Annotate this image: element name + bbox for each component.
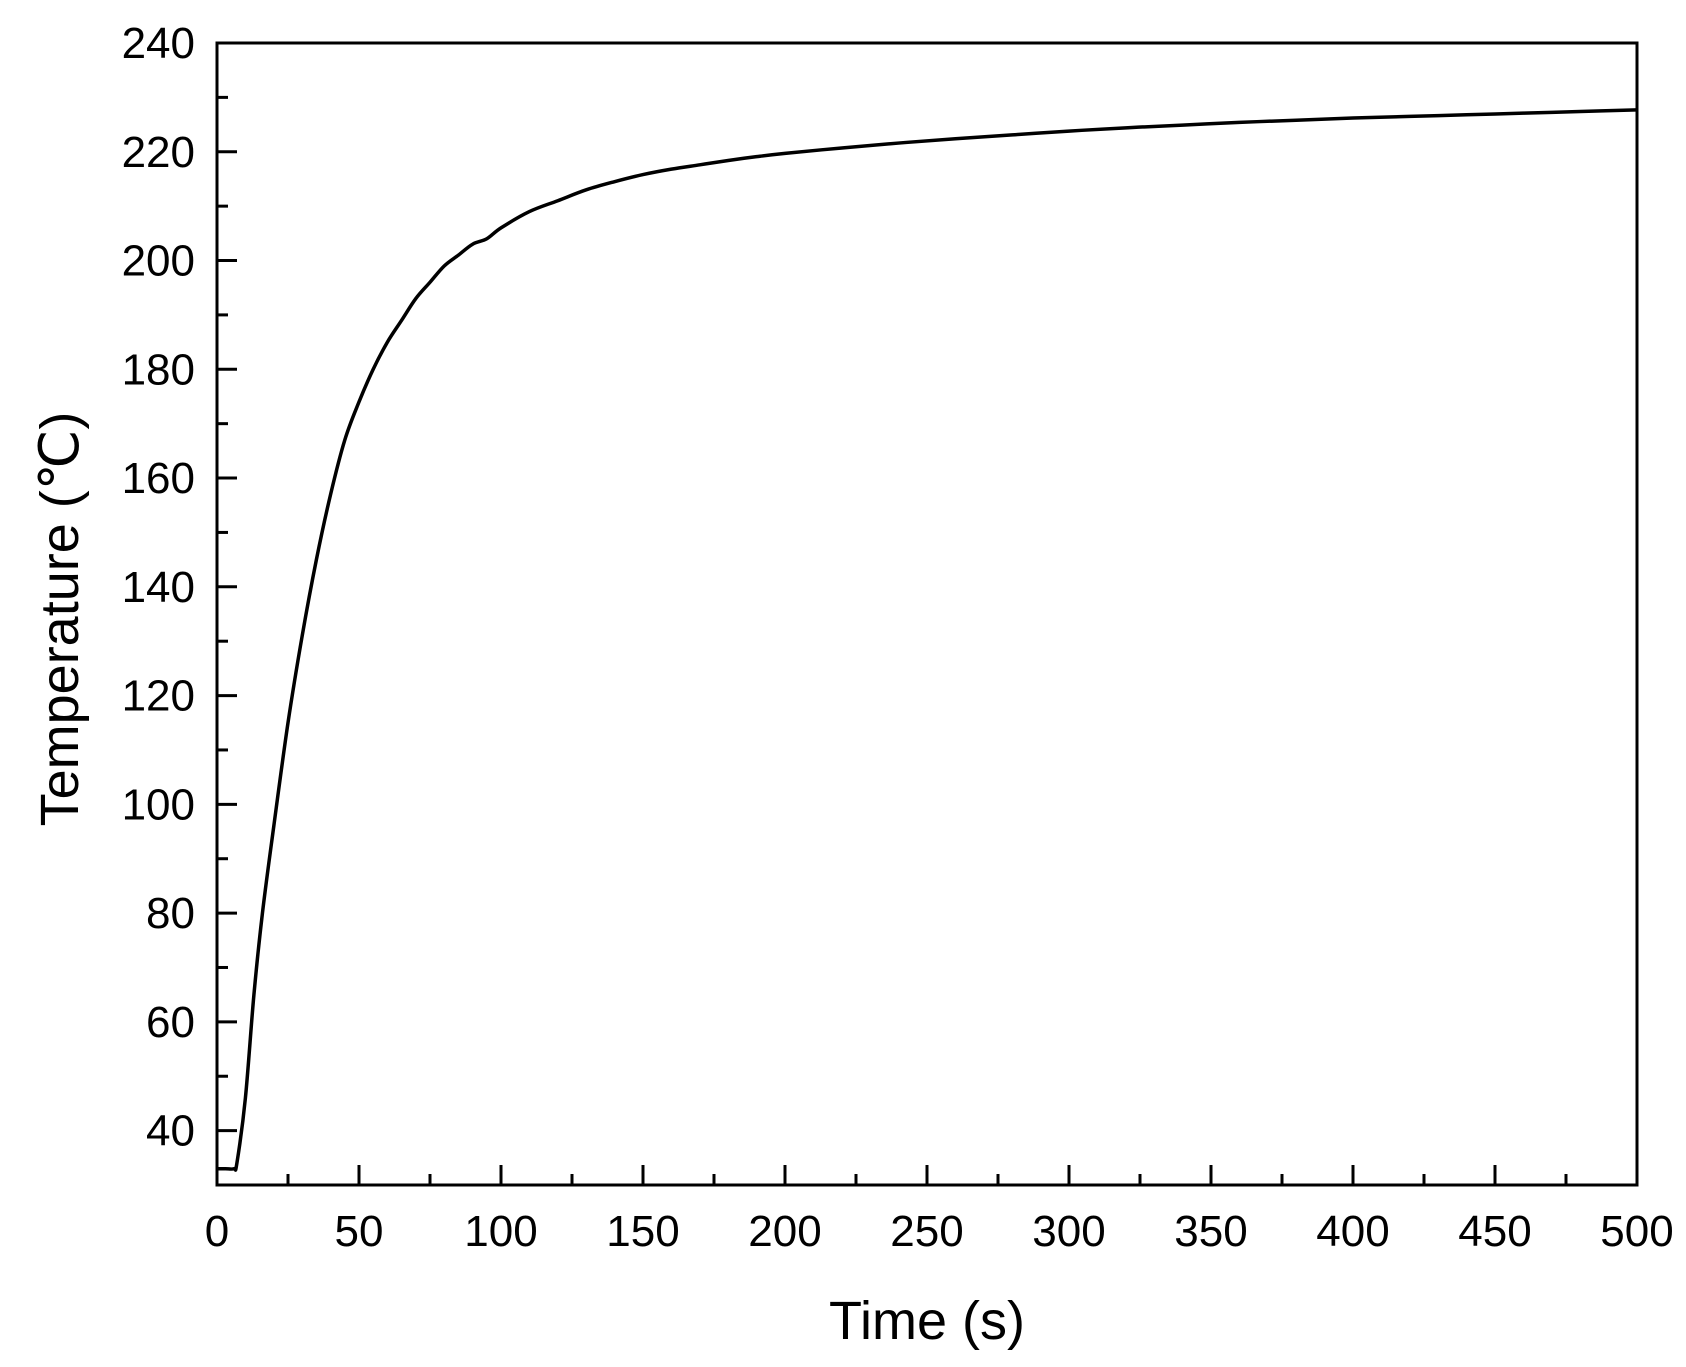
y-tick-label: 160	[122, 454, 195, 503]
x-tick-label: 100	[464, 1207, 537, 1256]
x-tick-label: 450	[1458, 1207, 1531, 1256]
plot-frame	[215, 41, 1639, 1187]
x-tick-label: 50	[335, 1207, 384, 1256]
y-tick-label: 100	[122, 780, 195, 829]
x-tick-label: 200	[748, 1207, 821, 1256]
x-tick-label: 300	[1032, 1207, 1105, 1256]
y-tick-label: 60	[146, 998, 195, 1047]
y-tick-label: 40	[146, 1107, 195, 1156]
y-tick-label: 200	[122, 237, 195, 286]
y-tick-label: 120	[122, 672, 195, 721]
x-tick-label: 350	[1174, 1207, 1247, 1256]
y-tick-label: 220	[122, 128, 195, 177]
y-tick-label: 240	[122, 19, 195, 68]
y-tick-label: 140	[122, 563, 195, 612]
y-axis-title: Temperature (℃)	[30, 412, 90, 827]
x-tick-label: 500	[1600, 1207, 1673, 1256]
y-tick-label: 180	[122, 345, 195, 394]
x-axis-title: Time (s)	[829, 1291, 1025, 1351]
x-tick-label: 150	[606, 1207, 679, 1256]
series-layer	[217, 108, 1638, 1172]
series-line-0	[217, 108, 1638, 1172]
x-tick-label: 400	[1316, 1207, 1389, 1256]
tick-labels-layer: 0 50 100 150 200 250 300 350 400 450 500 40 60 80 100 1…	[122, 19, 1674, 1256]
x-tick-label: 250	[890, 1207, 963, 1256]
ticks-layer	[215, 41, 1639, 1185]
x-tick-label: 0	[205, 1207, 229, 1256]
y-tick-label: 80	[146, 889, 195, 938]
